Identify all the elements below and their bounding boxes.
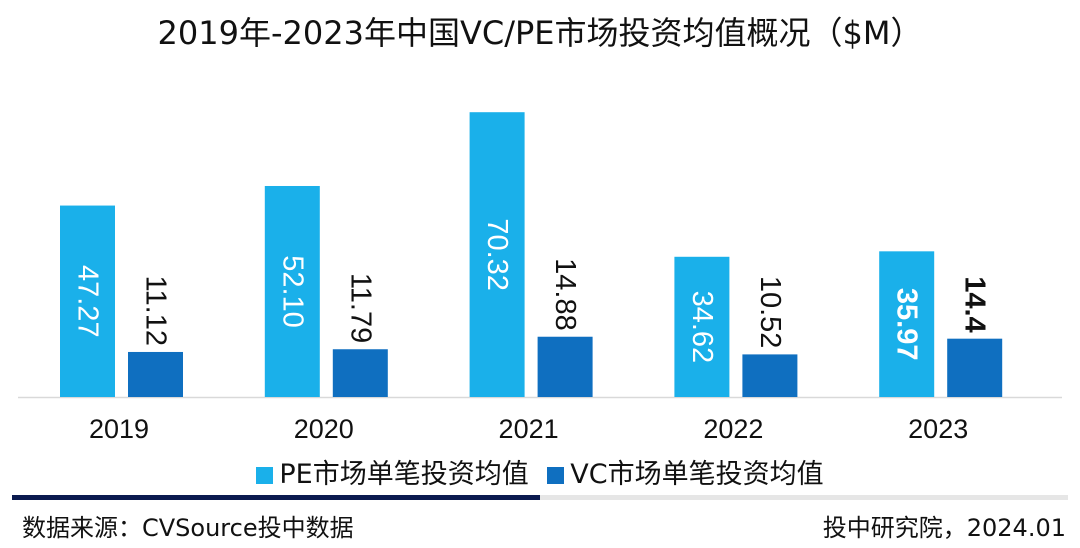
data-label-pe-2020: 52.10 <box>276 255 308 328</box>
x-tick-label: 2023 <box>908 414 968 444</box>
credit-note: 投中研究院，2024.01 <box>822 514 1066 542</box>
bar-pe-2020 <box>264 185 320 397</box>
data-label-vc-2020: 11.79 <box>344 273 376 343</box>
legend-item-vc: VC市场单笔投资均值 <box>547 459 824 490</box>
data-label-vc-2022: 10.52 <box>754 276 786 349</box>
legend-item-pe: PE市场单笔投资均值 <box>256 459 529 490</box>
bar-chart: 47.27 11.12 2019 52.10 11.79 2020 70.32 14.88 20… <box>18 112 1062 444</box>
x-tick-label: 2019 <box>89 414 149 444</box>
bar-vc-2019 <box>128 351 183 397</box>
footer-divider-dark <box>12 495 540 500</box>
bar-vc-2023 <box>947 338 1003 397</box>
chart-title: 2019年-2023年中国VC/PE市场投资均值概况（$M） <box>157 14 923 52</box>
data-label-pe-2021: 70.32 <box>481 218 513 291</box>
data-label-vc-2023: 14.4 <box>959 276 991 332</box>
bar-pe-2023 <box>879 251 935 397</box>
data-label-pe-2022: 34.62 <box>686 291 718 364</box>
legend: PE市场单笔投资均值 VC市场单笔投资均值 <box>0 452 1080 491</box>
x-tick-label: 2020 <box>294 414 354 444</box>
data-label-vc-2021: 14.88 <box>549 258 581 331</box>
data-label-pe-2023: 35.97 <box>891 288 923 361</box>
x-tick-label: 2022 <box>703 414 763 444</box>
footer-divider-light <box>540 495 1068 500</box>
bar-pe-2019 <box>60 205 115 397</box>
data-label-pe-2019: 47.27 <box>72 265 104 338</box>
bar-pe-2022 <box>674 256 730 397</box>
source-note: 数据来源：CVSource投中数据 <box>22 514 354 542</box>
data-label-vc-2019: 11.12 <box>140 276 172 346</box>
bar-pe-2021 <box>469 112 525 397</box>
bar-vc-2021 <box>537 336 593 397</box>
bar-vc-2020 <box>332 349 388 397</box>
bar-vc-2022 <box>742 354 798 397</box>
x-tick-label: 2021 <box>499 414 559 444</box>
